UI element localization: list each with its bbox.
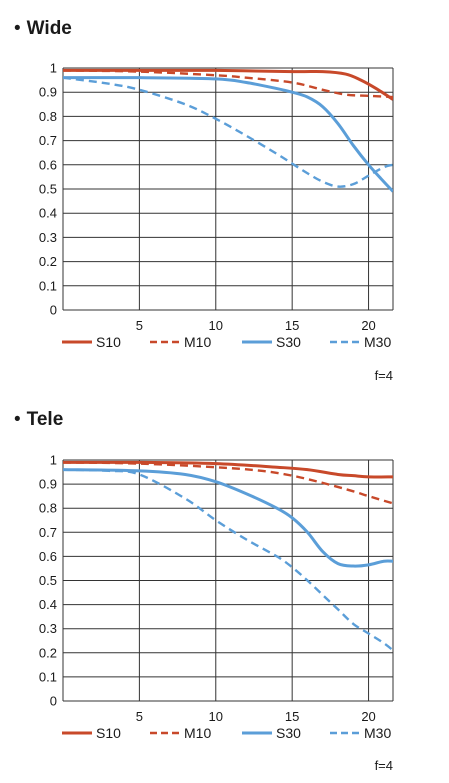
y-tick-label: 0.9 [39,85,57,100]
x-tick-label: 10 [209,709,223,724]
series-line-m30 [63,468,393,652]
series-group [63,68,393,193]
chart-title-text: Wide [26,18,72,39]
x-tick-label: 15 [285,709,299,724]
bullet: • [14,409,21,430]
series-line-s30 [63,468,393,568]
y-tick-label: 0.9 [39,477,57,492]
chart-title-wide: • Wide [14,18,72,40]
legend-label-s10: S10 [96,334,121,350]
y-tick-label: 0.8 [39,501,57,516]
series-line-m30 [63,76,393,188]
legend-label-m30: M30 [364,334,391,350]
chart-title-tele: • Tele [14,409,63,431]
y-tick-label: 0.7 [39,133,57,148]
bullet: • [14,18,21,39]
x-tick-label: 20 [361,709,375,724]
y-tick-label: 0.6 [39,157,57,172]
x-tick-label: 15 [285,318,299,333]
series-line-s10 [63,68,393,101]
y-tick-label: 0 [50,694,57,709]
chart-section-wide: • Wide 0 0.1 0.2 0.3 0.4 0.5 0.6 0.7 0.8 0.9 1 5 10 15… [14,18,394,383]
y-tick-label: 0.6 [39,549,57,564]
y-tick-label: 0.4 [39,597,57,612]
series-line-s10 [63,460,393,479]
y-tick-label: 0.1 [39,278,57,293]
y-tick-label: 0.2 [39,254,57,269]
y-tick-label: 0.7 [39,525,57,540]
series-line-m10 [63,461,393,505]
y-tick-label: 1 [50,61,57,76]
legend-label-m30: M30 [364,725,391,741]
y-tick-label: 0.5 [39,573,57,588]
y-tick-label: 0.1 [39,669,57,684]
y-tick-label: 1 [50,453,57,468]
legend-label-m10: M10 [184,725,211,741]
y-tick-label: 0 [50,303,57,318]
aperture-note: f=4 [375,758,393,773]
x-tick-label: 5 [136,318,143,333]
y-tick-label: 0.2 [39,645,57,660]
x-tick-label: 5 [136,709,143,724]
legend-label-s30: S30 [276,725,301,741]
y-tick-label: 0.5 [39,182,57,197]
legend-label-m10: M10 [184,334,211,350]
series-line-s30 [63,76,393,193]
x-tick-label: 10 [209,318,223,333]
x-tick-label: 20 [361,318,375,333]
chart-title-text: Tele [26,409,64,430]
series-group [63,460,393,652]
y-tick-label: 0.3 [39,621,57,636]
series-line-m10 [63,69,393,99]
legend-label-s10: S10 [96,725,121,741]
aperture-note: f=4 [375,368,393,383]
chart-section-tele: • Tele 0 0.1 0.2 0.3 0.4 0.5 0.6 0.7 0.8 0.9 1 5 10 15… [0,392,449,783]
y-tick-label: 0.4 [39,206,57,221]
y-tick-label: 0.3 [39,230,57,245]
legend-label-s30: S30 [276,334,301,350]
y-tick-label: 0.8 [39,109,57,124]
